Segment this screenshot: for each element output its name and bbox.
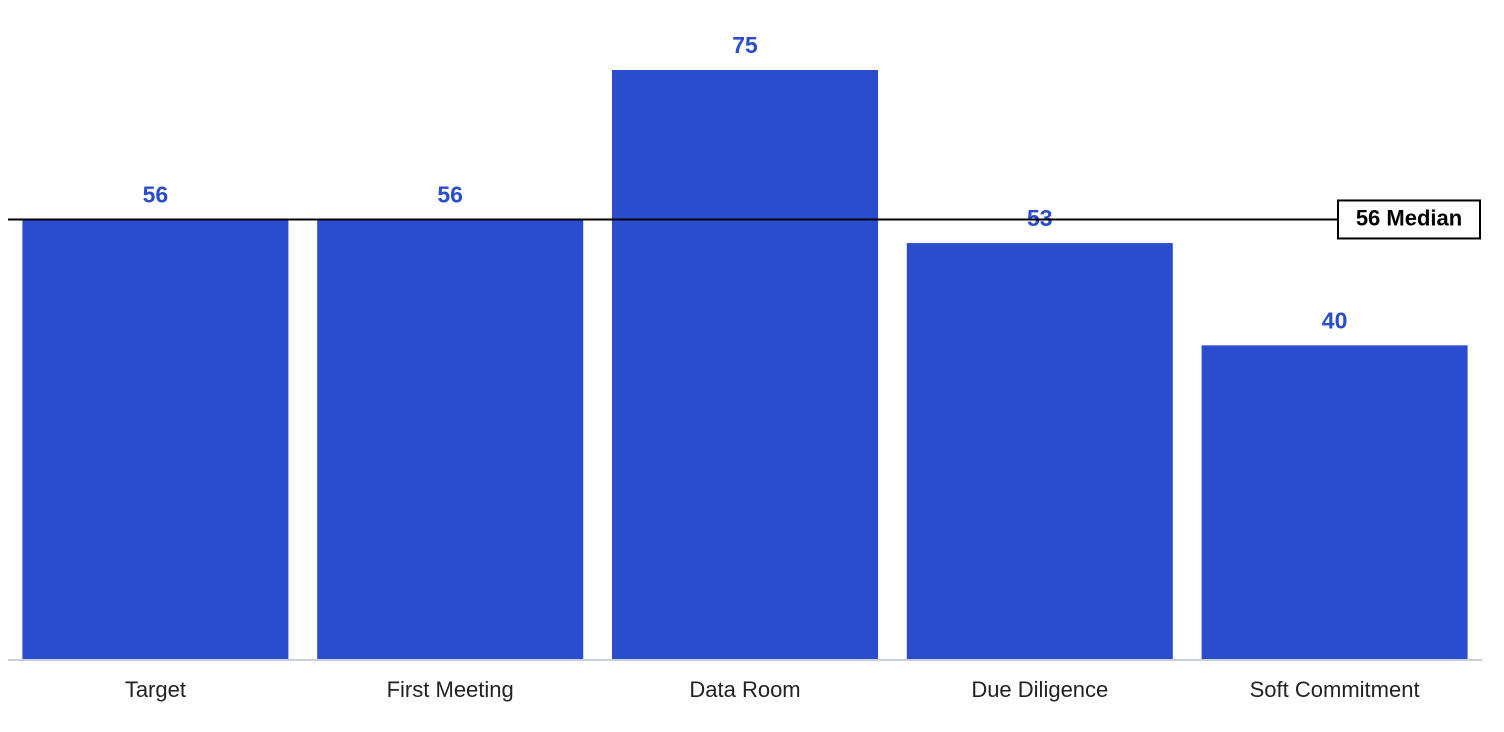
bar bbox=[906, 243, 1173, 661]
value-label: 75 bbox=[732, 32, 758, 58]
x-tick-label: Soft Commitment bbox=[1250, 677, 1420, 702]
bar bbox=[22, 219, 289, 660]
bar bbox=[612, 70, 878, 660]
x-tick-label: Due Diligence bbox=[971, 677, 1108, 702]
value-label: 53 bbox=[1027, 205, 1053, 231]
x-tick-label: Data Room bbox=[689, 677, 800, 702]
median-box bbox=[1337, 199, 1481, 240]
value-label: 56 bbox=[437, 182, 463, 208]
bar bbox=[1201, 345, 1468, 660]
value-label: 40 bbox=[1322, 307, 1348, 333]
value-label: 56 bbox=[143, 182, 169, 208]
bar bbox=[317, 219, 584, 660]
x-tick-label: Target bbox=[125, 677, 186, 702]
median-label: 56 Median bbox=[1356, 205, 1462, 230]
x-tick-label: First Meeting bbox=[387, 677, 514, 702]
